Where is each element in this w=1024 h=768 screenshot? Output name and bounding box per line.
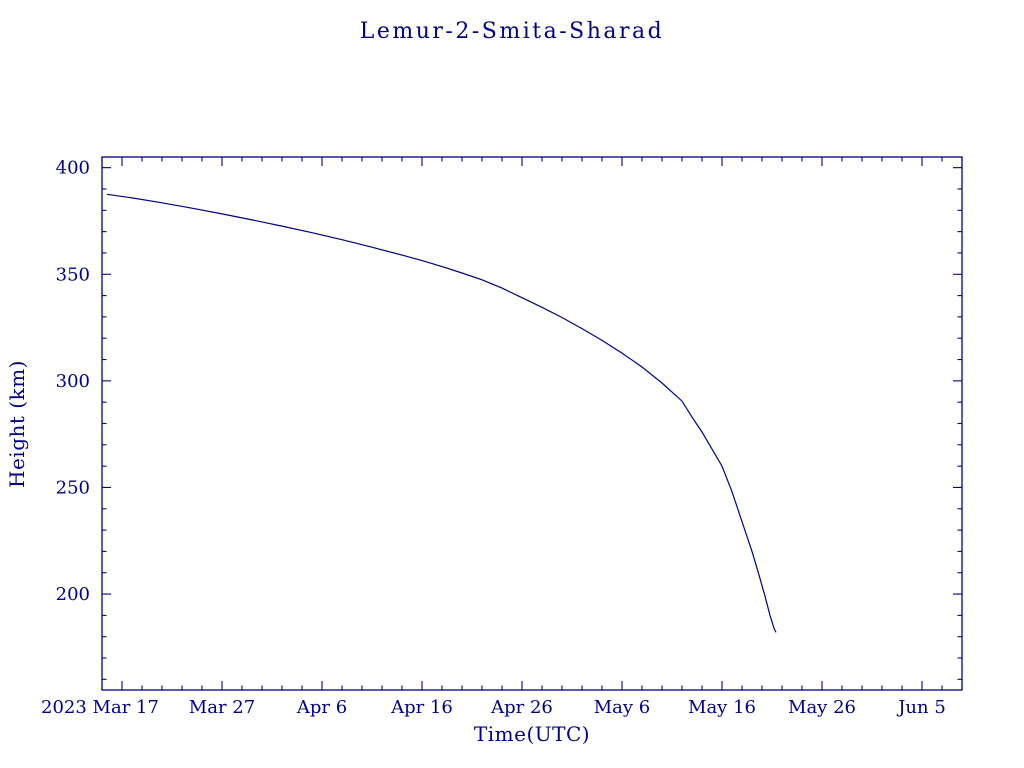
y-tick-label: 350 <box>56 264 90 285</box>
y-tick-label: 400 <box>56 158 90 179</box>
y-axis-label: Height (km) <box>5 360 29 488</box>
x-tick-label: Apr 26 <box>490 697 553 718</box>
x-tick-label: Apr 6 <box>296 697 347 718</box>
x-tick-label: May 16 <box>688 697 756 718</box>
x-axis-label: Time(UTC) <box>474 722 590 746</box>
axis-ticks <box>101 157 963 690</box>
x-tick-label: Apr 16 <box>390 697 453 718</box>
x-tick-label: 2023 Mar 17 <box>41 697 159 718</box>
tick-labels: 2023 Mar 17 Mar 27 Apr 6 Apr 16 Apr 26 May 6 M… <box>41 158 946 718</box>
y-tick-label: 250 <box>56 477 90 498</box>
y-tick-label: 200 <box>56 584 90 605</box>
x-tick-label: Mar 27 <box>189 697 255 718</box>
plot-frame <box>101 156 963 691</box>
x-tick-label: Jun 5 <box>896 697 946 718</box>
x-tick-label: May 26 <box>788 697 856 718</box>
chart-title: Lemur-2-Smita-Sharad <box>360 19 664 44</box>
y-tick-label: 300 <box>56 371 90 392</box>
decay-curve <box>106 193 777 633</box>
x-tick-label: May 6 <box>594 697 651 718</box>
